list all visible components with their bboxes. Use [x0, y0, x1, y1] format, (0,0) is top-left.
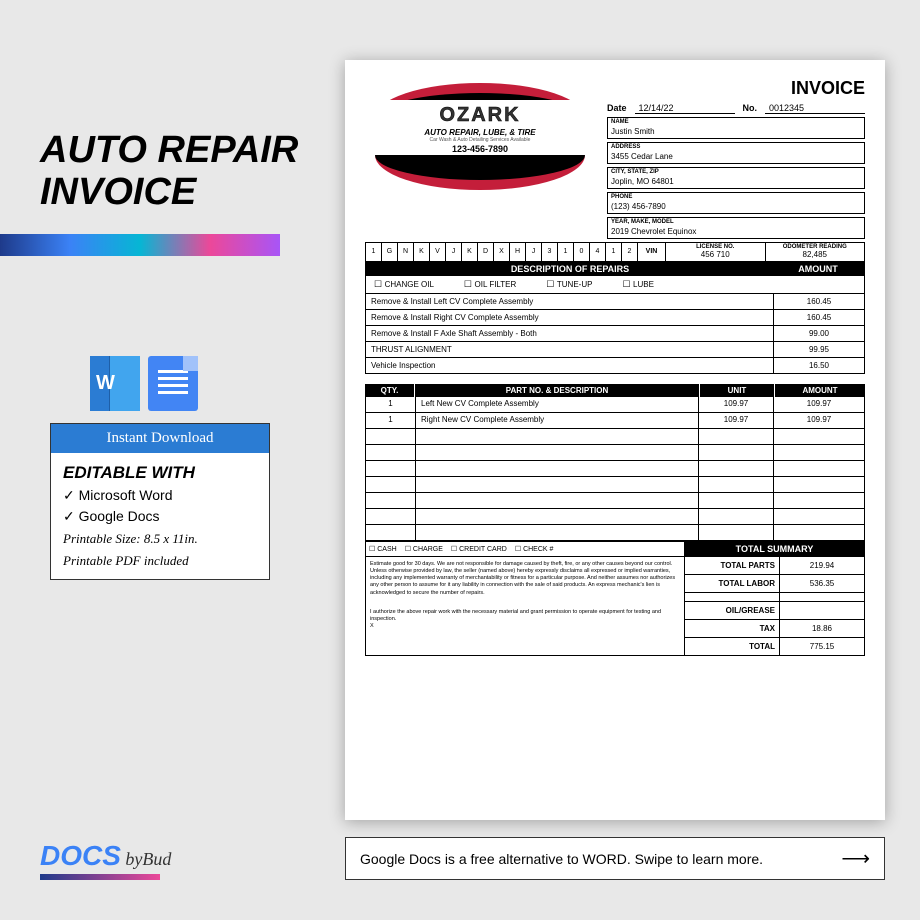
- service-checks: CHANGE OILOIL FILTERTUNE-UPLUBE: [365, 276, 865, 294]
- customer-name-field: NAMEJustin Smith: [607, 117, 865, 139]
- total-summary: TOTAL SUMMARY TOTAL PARTS219.94TOTAL LAB…: [685, 541, 865, 656]
- check-docs: ✓ Google Docs: [63, 508, 257, 525]
- customer-phone-field: PHONE(123) 456-7890: [607, 192, 865, 214]
- customer-address-field: ADDRESS3455 Cedar Lane: [607, 142, 865, 164]
- check-word: ✓ Microsoft Word: [63, 487, 257, 504]
- printable-pdf: Printable PDF included: [63, 553, 257, 569]
- invoice-document: OZARK AUTO REPAIR, LUBE, & TIRE Car Wash…: [345, 60, 885, 820]
- app-icons: [90, 356, 340, 411]
- google-docs-icon: [148, 356, 198, 411]
- vehicle-field: YEAR, MAKE, MODEL2019 Chevrolet Equinox: [607, 217, 865, 239]
- word-icon: [90, 356, 140, 411]
- summary-row: TOTAL775.15: [685, 637, 864, 655]
- repair-row: Remove & Install Left CV Complete Assemb…: [365, 294, 865, 310]
- invoice-title: INVOICE: [607, 78, 865, 99]
- summary-row: OIL/GREASE: [685, 601, 864, 619]
- page-title-1: AUTO REPAIR: [40, 130, 340, 172]
- repair-row: Remove & Install Right CV Complete Assem…: [365, 310, 865, 326]
- company-logo: OZARK AUTO REPAIR, LUBE, & TIRE Car Wash…: [365, 78, 595, 198]
- printable-size: Printable Size: 8.5 x 11in.: [63, 531, 257, 547]
- parts-row: 1Left New CV Complete Assembly109.97109.…: [365, 397, 865, 413]
- repair-row: Vehicle Inspection16.50: [365, 358, 865, 374]
- invoice-number: 0012345: [765, 103, 865, 114]
- vin-row: 1GNKVJKDXHJ310412VINLICENSE NO.456 710OD…: [365, 242, 865, 262]
- invoice-date: 12/14/22: [635, 103, 735, 114]
- repair-row: THRUST ALIGNMENT99.95: [365, 342, 865, 358]
- summary-row: TOTAL PARTS219.94: [685, 556, 864, 574]
- disclaimer-text: Estimate good for 30 days. We are not re…: [366, 557, 684, 601]
- editable-with-label: EDITABLE WITH: [63, 463, 257, 483]
- page-title-2: INVOICE: [40, 172, 340, 214]
- left-panel: AUTO REPAIR INVOICE Instant Download EDI…: [40, 130, 340, 580]
- repair-row: Remove & Install F Axle Shaft Assembly -…: [365, 326, 865, 342]
- auth-text: I authorize the above repair work with t…: [366, 605, 684, 634]
- payment-section: CASHCHARGECREDIT CARDCHECK # Estimate go…: [365, 541, 685, 656]
- gradient-bar: [0, 234, 280, 256]
- download-header: Instant Download: [51, 424, 269, 453]
- arrow-icon: ⟶: [841, 846, 870, 871]
- repairs-header: DESCRIPTION OF REPAIRS AMOUNT: [365, 262, 865, 276]
- download-box: Instant Download EDITABLE WITH ✓ Microso…: [50, 423, 270, 580]
- brand-logo: DOCS byBud: [40, 840, 171, 880]
- summary-row: TAX18.86: [685, 619, 864, 637]
- summary-row: TOTAL LABOR536.35: [685, 574, 864, 592]
- summary-row: [685, 592, 864, 601]
- parts-header: QTY. PART NO. & DESCRIPTION UNIT AMOUNT: [365, 384, 865, 397]
- swipe-banner[interactable]: Google Docs is a free alternative to WOR…: [345, 837, 885, 880]
- customer-cityನdiv-field: CITY, STATE, ZIPJoplin, MO 64801: [607, 167, 865, 189]
- parts-row: 1Right New CV Complete Assembly109.97109…: [365, 413, 865, 429]
